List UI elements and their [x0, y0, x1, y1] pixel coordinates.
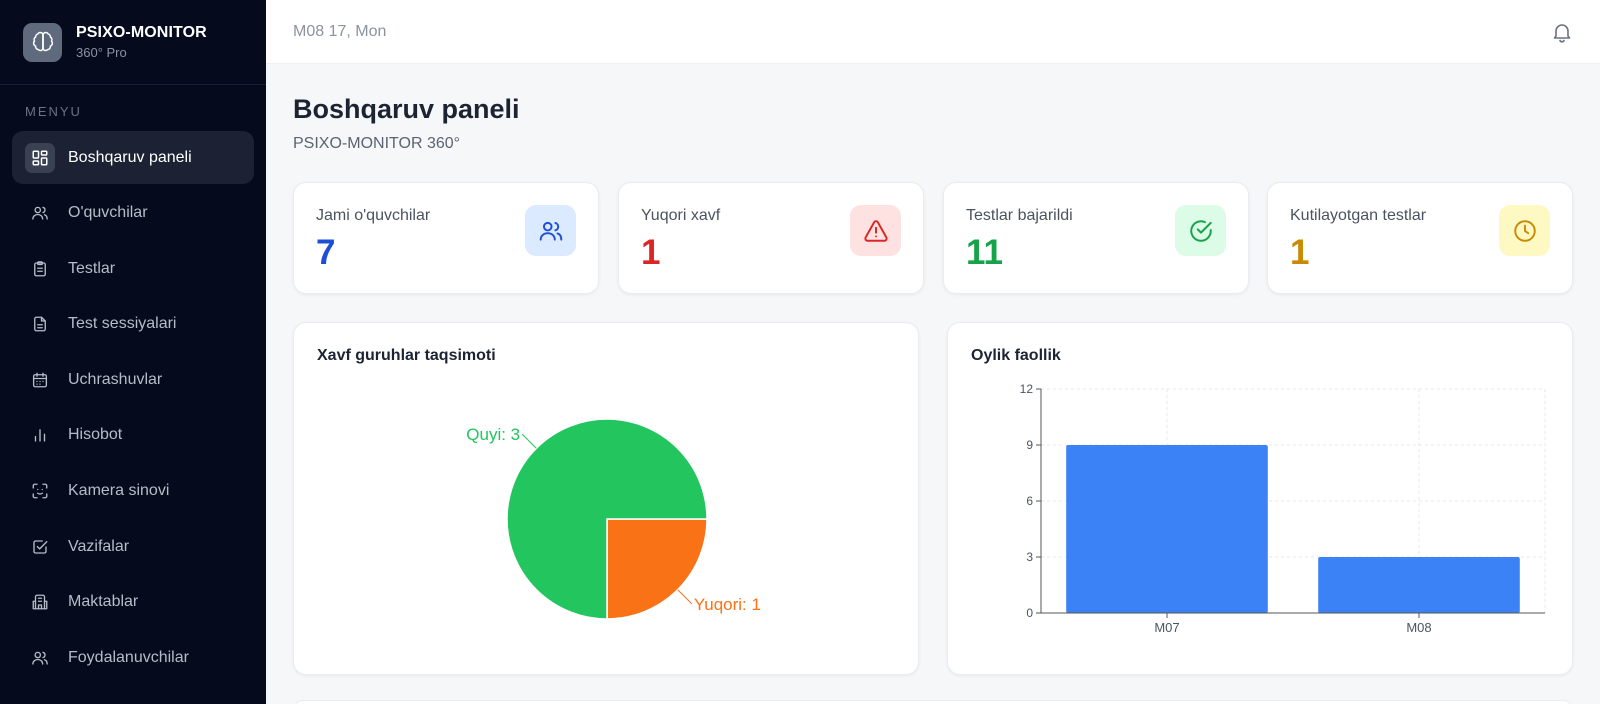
- stat-value: 1: [1290, 233, 1310, 272]
- sidebar-item-label: Foydalanuvchilar: [68, 648, 189, 666]
- risk-groups-panel: Xavf guruhlar taqsimoti Yuqori: 1 Quyi: 3: [293, 322, 919, 675]
- sidebar-item-users[interactable]: Foydalanuvchilar: [12, 631, 254, 684]
- sidebar-item-report[interactable]: Hisobot: [12, 409, 254, 462]
- brand[interactable]: PSIXO-MONITOR 360° Pro: [0, 0, 266, 85]
- pie-label-line: [521, 433, 537, 449]
- stat-value: 1: [641, 233, 661, 272]
- check-circle-icon: [1175, 205, 1226, 256]
- pie-slice-yuqori[interactable]: [606, 518, 708, 620]
- bell-icon[interactable]: [1550, 20, 1574, 44]
- users-icon: [25, 198, 55, 228]
- sidebar-item-label: Maktablar: [68, 593, 139, 611]
- sidebar-item-label: O'quvchilar: [68, 204, 148, 222]
- stat-card-pending-tests: Kutilayotgan testlar 1: [1267, 182, 1573, 294]
- stat-card-tests-completed: Testlar bajarildi 11: [943, 182, 1249, 294]
- building-icon: [25, 587, 55, 617]
- pie-label-line: [677, 589, 693, 605]
- sidebar: PSIXO-MONITOR 360° Pro MENYU Boshqaruv p…: [0, 0, 266, 704]
- bar-m07[interactable]: [1066, 445, 1268, 613]
- document-icon: [25, 309, 55, 339]
- bar-m08[interactable]: [1318, 557, 1520, 613]
- checkbox-icon: [25, 532, 55, 562]
- y-tick-label: 9: [1026, 438, 1033, 452]
- sidebar-nav: Boshqaruv paneli O'quvchilar Testlar Tes…: [0, 131, 266, 684]
- dashboard-icon: [25, 142, 55, 173]
- users-icon: [25, 643, 55, 673]
- sidebar-item-tasks[interactable]: Vazifalar: [12, 520, 254, 573]
- x-tick-label: M07: [1154, 620, 1179, 635]
- sidebar-item-dashboard[interactable]: Boshqaruv paneli: [12, 131, 254, 184]
- users-icon: [525, 205, 576, 256]
- stat-value: 11: [966, 233, 1003, 272]
- clock-icon: [1499, 205, 1550, 256]
- brand-title: PSIXO-MONITOR: [76, 24, 207, 41]
- menu-heading: MENYU: [25, 104, 82, 119]
- chart-title: Oylik faollik: [971, 347, 1061, 364]
- sidebar-item-tests[interactable]: Testlar: [12, 242, 254, 295]
- sidebar-item-label: Testlar: [68, 259, 116, 277]
- sidebar-item-schools[interactable]: Maktablar: [12, 576, 254, 629]
- sidebar-item-camera-test[interactable]: Kamera sinovi: [12, 465, 254, 518]
- pie-label-yuqori: Yuqori: 1: [694, 595, 761, 614]
- sidebar-item-label: Kamera sinovi: [68, 482, 170, 500]
- y-tick-label: 3: [1026, 550, 1033, 564]
- brand-subtitle: 360° Pro: [76, 45, 127, 60]
- current-date: M08 17, Mon: [293, 23, 387, 40]
- sidebar-item-label: Uchrashuvlar: [68, 370, 163, 388]
- y-tick-label: 0: [1026, 606, 1033, 620]
- camera-scan-icon: [25, 476, 55, 506]
- stat-label: Yuqori xavf: [641, 207, 721, 224]
- stat-card-total-students: Jami o'quvchilar 7: [293, 182, 599, 294]
- pie-slice-quyi[interactable]: [506, 418, 708, 620]
- page-title: Boshqaruv paneli: [293, 94, 520, 124]
- warning-icon: [850, 205, 901, 256]
- monthly-activity-panel: Oylik faollik 0 3 6 9 12 M07 M08: [947, 322, 1573, 675]
- sidebar-item-test-sessions[interactable]: Test sessiyalari: [12, 298, 254, 351]
- stat-value: 7: [316, 233, 336, 272]
- pie-chart: Yuqori: 1 Quyi: 3: [466, 418, 761, 620]
- stat-label: Jami o'quvchilar: [316, 207, 431, 224]
- chart-title: Xavf guruhlar taqsimoti: [317, 347, 496, 364]
- y-tick-label: 12: [1020, 382, 1034, 396]
- calendar-icon: [25, 365, 55, 395]
- y-tick-label: 6: [1026, 494, 1033, 508]
- stat-label: Testlar bajarildi: [966, 207, 1073, 224]
- sidebar-item-students[interactable]: O'quvchilar: [12, 187, 254, 240]
- sidebar-item-label: Vazifalar: [68, 537, 130, 555]
- brain-icon: [23, 22, 62, 62]
- sidebar-item-meetings[interactable]: Uchrashuvlar: [12, 353, 254, 406]
- sidebar-item-label: Test sessiyalari: [68, 315, 177, 333]
- topbar: M08 17, Mon: [266, 0, 1600, 64]
- sidebar-item-label: Hisobot: [68, 426, 123, 444]
- page-subtitle: PSIXO-MONITOR 360°: [293, 135, 461, 152]
- stat-label: Kutilayotgan testlar: [1290, 207, 1427, 224]
- clipboard-icon: [25, 254, 55, 284]
- pie-label-quyi: Quyi: 3: [466, 425, 520, 444]
- bar-chart: 0 3 6 9 12 M07 M08: [1020, 382, 1546, 635]
- stat-card-high-risk: Yuqori xavf 1: [618, 182, 924, 294]
- x-tick-label: M08: [1406, 620, 1431, 635]
- sidebar-item-label: Boshqaruv paneli: [68, 148, 192, 166]
- bar-chart-icon: [25, 420, 55, 450]
- next-panel: [293, 700, 1573, 704]
